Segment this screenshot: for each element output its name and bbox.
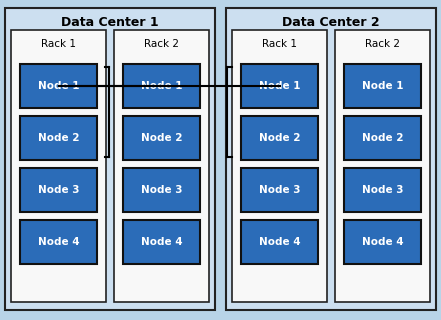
Text: Node 1: Node 1 — [38, 81, 79, 91]
Text: Node 3: Node 3 — [38, 185, 79, 195]
Bar — [20, 220, 97, 264]
Bar — [20, 116, 97, 160]
Text: Node 2: Node 2 — [259, 133, 300, 143]
Text: Node 4: Node 4 — [37, 237, 79, 247]
Bar — [11, 30, 106, 302]
Bar — [241, 220, 318, 264]
Bar — [232, 30, 327, 302]
Bar — [344, 64, 421, 108]
Text: Node 1: Node 1 — [259, 81, 300, 91]
Bar — [344, 116, 421, 160]
Bar — [344, 220, 421, 264]
Text: Node 4: Node 4 — [259, 237, 300, 247]
Text: Node 4: Node 4 — [141, 237, 182, 247]
Bar — [5, 8, 215, 310]
Text: Node 1: Node 1 — [141, 81, 182, 91]
Bar — [344, 168, 421, 212]
Bar — [114, 30, 209, 302]
Text: Node 3: Node 3 — [362, 185, 403, 195]
Text: Rack 2: Rack 2 — [365, 39, 400, 49]
Bar — [241, 168, 318, 212]
Bar — [123, 168, 200, 212]
Text: Rack 1: Rack 1 — [41, 39, 76, 49]
Text: Rack 1: Rack 1 — [262, 39, 297, 49]
Bar — [241, 64, 318, 108]
Bar — [226, 8, 436, 310]
Text: Node 2: Node 2 — [362, 133, 403, 143]
Text: Node 4: Node 4 — [362, 237, 404, 247]
Bar — [335, 30, 430, 302]
Text: Data Center 1: Data Center 1 — [61, 15, 159, 28]
Text: Node 2: Node 2 — [141, 133, 182, 143]
Bar — [20, 64, 97, 108]
Text: Data Center 2: Data Center 2 — [282, 15, 380, 28]
Bar — [123, 220, 200, 264]
Text: Node 1: Node 1 — [362, 81, 403, 91]
Text: Node 3: Node 3 — [141, 185, 182, 195]
Text: Rack 2: Rack 2 — [144, 39, 179, 49]
Bar — [123, 116, 200, 160]
Bar — [20, 168, 97, 212]
Bar — [241, 116, 318, 160]
Text: Node 2: Node 2 — [38, 133, 79, 143]
Bar — [123, 64, 200, 108]
Text: Node 3: Node 3 — [259, 185, 300, 195]
